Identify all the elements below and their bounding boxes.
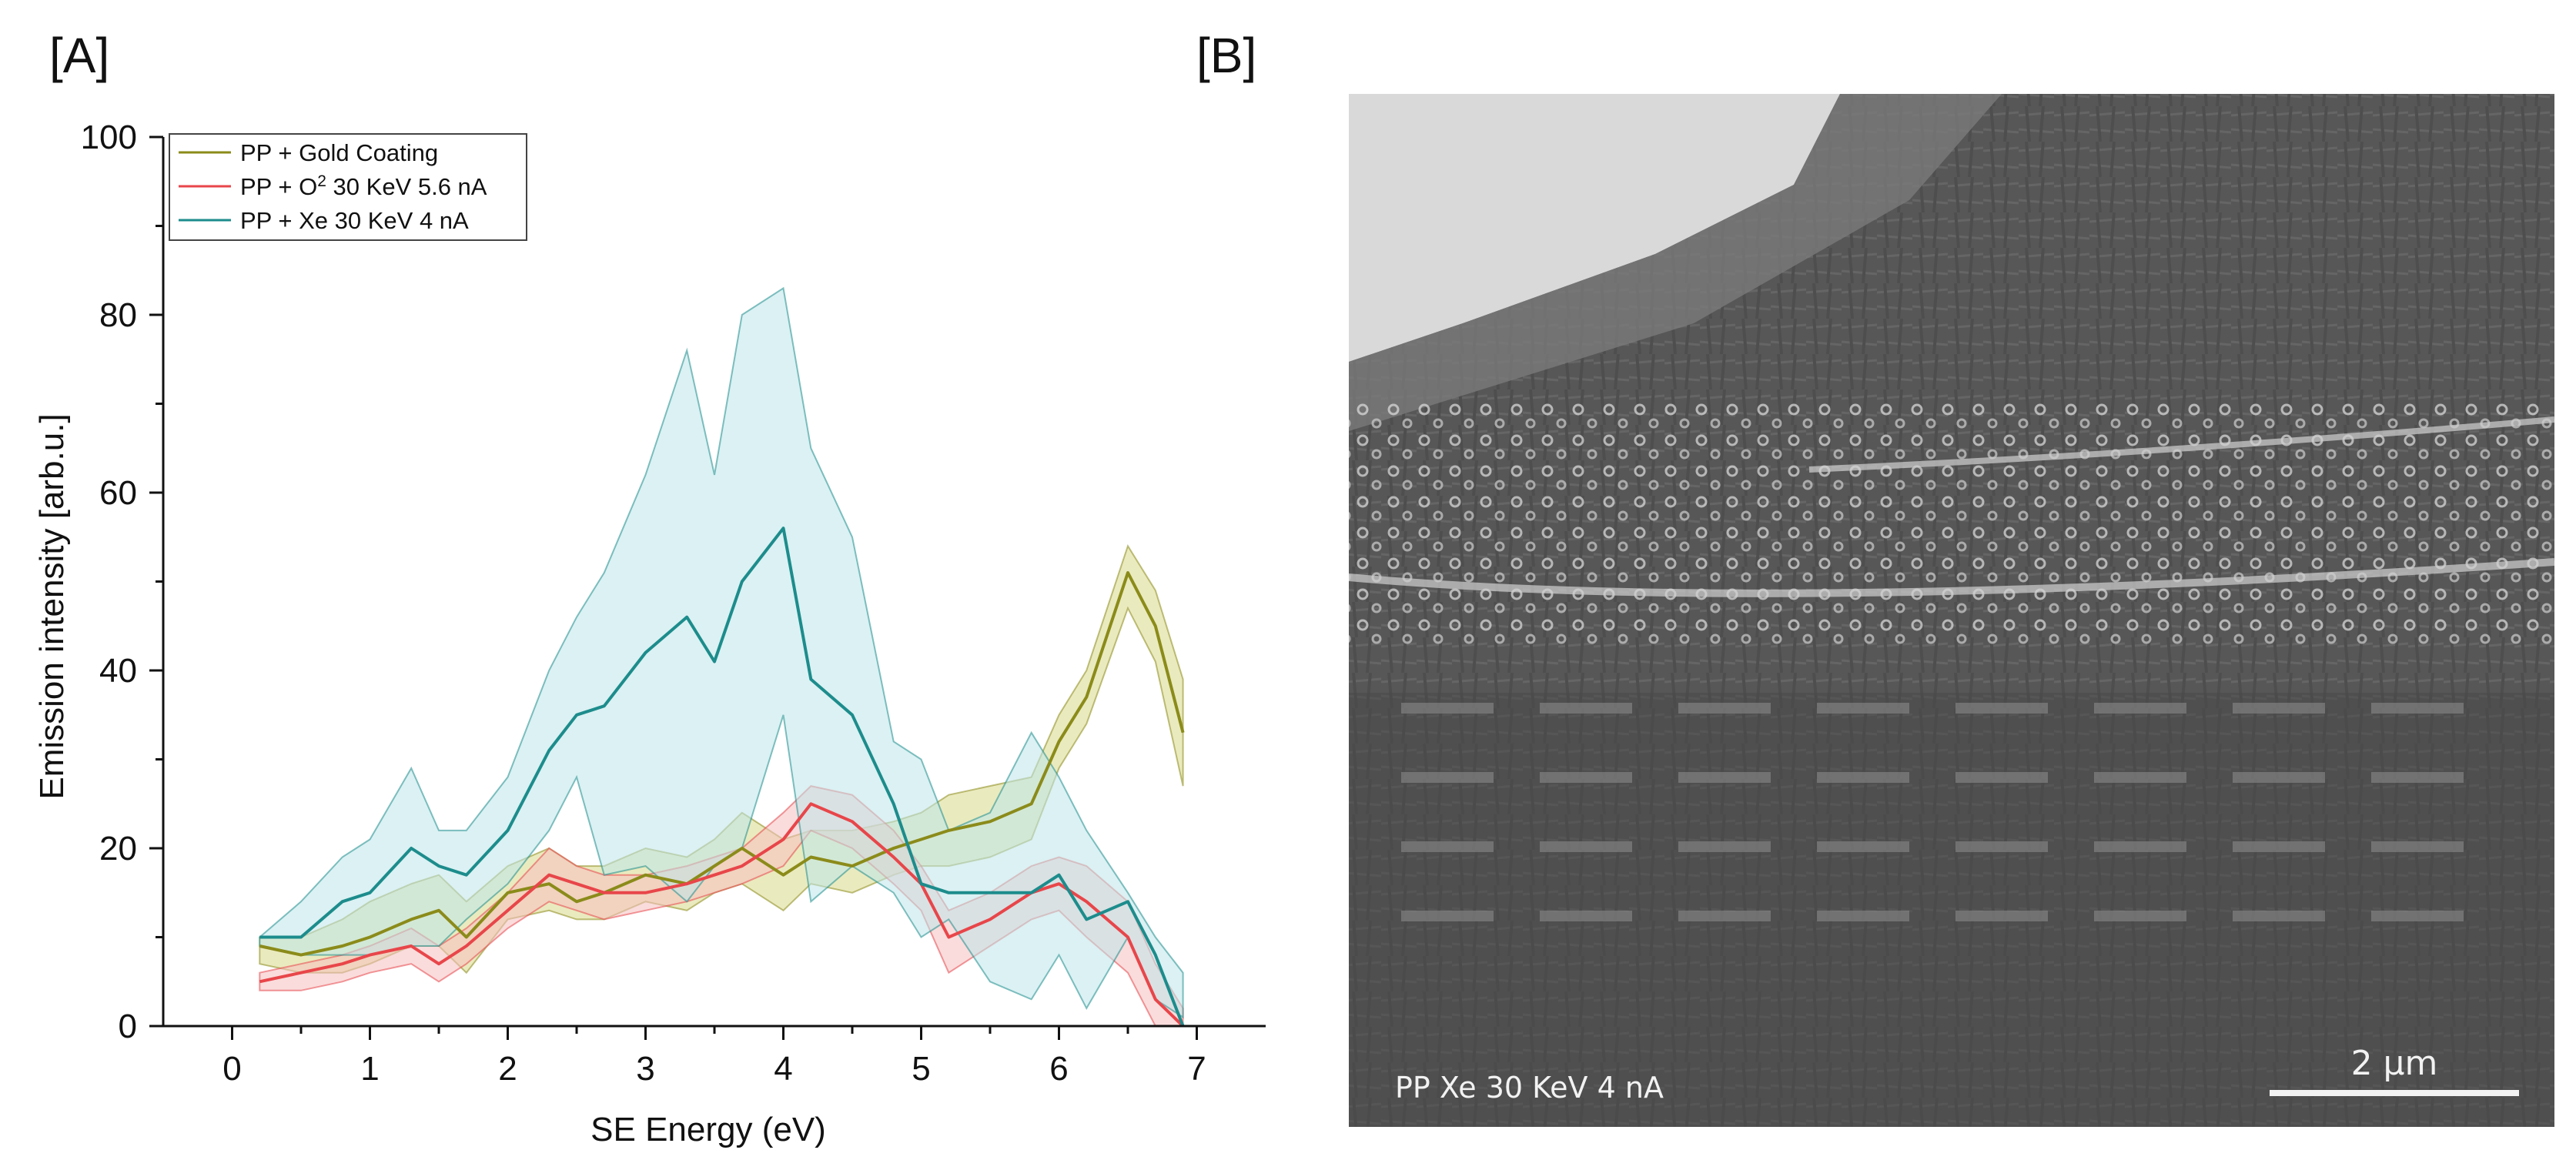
y-tick-label: 40 <box>99 652 137 690</box>
x-tick-label: 1 <box>360 1050 379 1088</box>
series-lines <box>259 526 1185 1026</box>
legend-label-part: PP + O <box>240 173 317 200</box>
y-axis-title: Emission intensity [arb.u.] <box>33 413 71 799</box>
sem-bright-region <box>1349 94 1840 362</box>
y-tick-label: 0 <box>119 1008 137 1045</box>
scale-bar-label: 2 µm <box>2351 1044 2438 1083</box>
y-tick-label: 20 <box>99 830 137 867</box>
sem-pitted-band <box>1349 400 2554 647</box>
panel-label-b: [B] <box>1196 28 1256 83</box>
legend-label-0: PP + Gold Coating <box>240 139 438 166</box>
legend-label-2: PP + Xe 30 KeV 4 nA <box>240 207 469 234</box>
legend-label-part: 2 <box>317 172 326 190</box>
band-series-2 <box>259 286 1184 1019</box>
y-tick-label: 80 <box>99 296 137 334</box>
x-tick-label: 3 <box>636 1050 654 1088</box>
sem-band-line-2 <box>1808 416 2554 473</box>
panel-label-a: [A] <box>49 28 109 83</box>
legend-label-part: PP + Xe 30 KeV 4 nA <box>240 207 469 234</box>
band-series-1 <box>259 785 1184 1026</box>
x-axis-title: SE Energy (eV) <box>590 1111 826 1148</box>
legend-label-1: PP + O2 30 KeV 5.6 nA <box>240 172 487 201</box>
confidence-bands <box>259 286 1184 1026</box>
sem-band-line-1 <box>1349 558 2554 597</box>
sem-columnar-region <box>1349 693 2554 1127</box>
x-tick-label: 5 <box>912 1050 930 1088</box>
y-axis-ticks: 0 20 40 60 80 100 <box>81 119 163 1045</box>
x-tick-label: 7 <box>1187 1050 1206 1088</box>
line-series-2 <box>259 526 1185 1026</box>
line-series-1 <box>259 802 1184 1026</box>
x-axis-ticks: 0 1 2 3 4 5 6 7 <box>222 1026 1206 1088</box>
x-tick-label: 2 <box>498 1050 517 1088</box>
line-series-0 <box>259 571 1185 957</box>
y-tick-label: 60 <box>99 474 137 512</box>
y-tick-label: 100 <box>81 119 137 156</box>
sem-caption: PP Xe 30 KeV 4 nA <box>1395 1071 1664 1105</box>
x-tick-label: 4 <box>774 1050 792 1088</box>
legend-label-part: 30 KeV 5.6 nA <box>326 173 487 200</box>
legend-label-part: PP + Gold Coating <box>240 139 438 166</box>
sem-micrograph: PP Xe 30 KeV 4 nA 2 µm <box>1349 94 2554 1127</box>
sem-ridge <box>1349 94 2002 431</box>
x-tick-label: 6 <box>1049 1050 1068 1088</box>
x-tick-label: 0 <box>222 1050 241 1088</box>
